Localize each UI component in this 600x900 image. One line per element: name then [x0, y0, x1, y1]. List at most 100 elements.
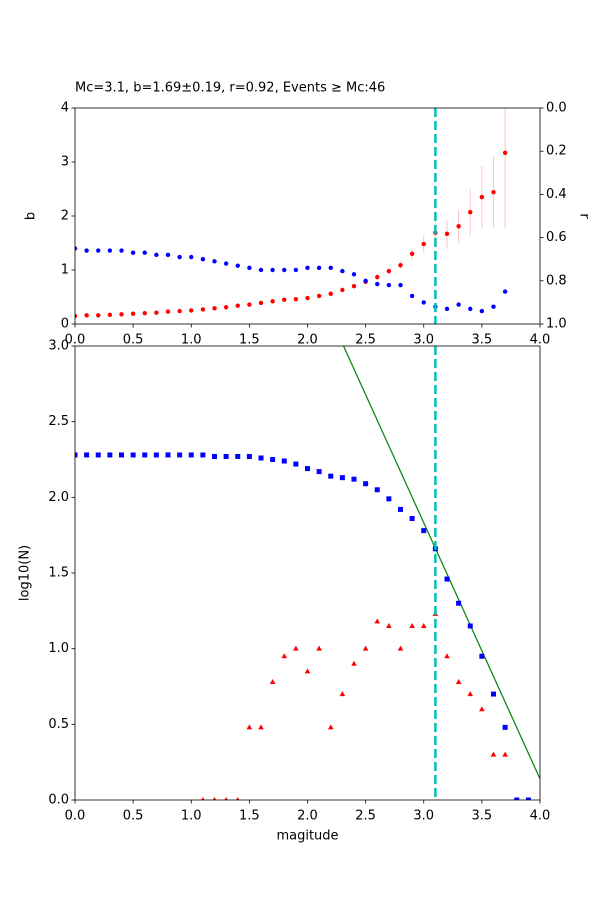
point — [270, 299, 275, 304]
y-tick-label: 0.0 — [48, 793, 69, 808]
point — [351, 284, 357, 289]
point — [455, 678, 462, 684]
point — [258, 724, 264, 730]
point — [75, 313, 78, 319]
point — [246, 724, 253, 730]
point — [200, 307, 206, 312]
point — [223, 261, 229, 266]
y2-tick-label: 0.4 — [546, 187, 567, 202]
point — [107, 312, 113, 318]
point — [189, 308, 194, 313]
point — [282, 297, 287, 302]
chart-title: Mc=3.1, b=1.69±0.19, r=0.92, Events ≥ Mc… — [75, 81, 385, 96]
point — [491, 691, 496, 697]
point — [397, 645, 404, 651]
point — [212, 306, 217, 311]
point — [316, 645, 322, 651]
point — [409, 516, 415, 522]
point — [235, 263, 240, 268]
point — [456, 224, 461, 229]
point — [316, 265, 322, 271]
point — [212, 797, 217, 800]
y-axis-label: log10(N) — [18, 545, 33, 601]
axes-frame — [74, 345, 541, 801]
point — [235, 303, 240, 308]
point — [468, 306, 473, 312]
point — [479, 308, 485, 314]
point — [119, 248, 124, 253]
point — [421, 241, 426, 247]
point — [362, 645, 369, 651]
point — [444, 576, 450, 582]
x-axis-label: magitude — [276, 829, 338, 844]
point — [339, 691, 346, 697]
point — [502, 751, 508, 757]
x-tick-label: 1.5 — [239, 809, 260, 824]
point — [258, 267, 264, 273]
point — [421, 528, 427, 534]
point — [270, 267, 275, 273]
x-tick-label: 3.0 — [413, 333, 434, 348]
point — [84, 248, 89, 253]
point — [177, 308, 182, 314]
point — [328, 473, 334, 479]
y2-tick-label: 1.0 — [546, 317, 567, 332]
point — [212, 453, 217, 459]
x-tick-label: 2.0 — [297, 809, 318, 824]
x-tick-label: 2.5 — [355, 333, 376, 348]
point — [409, 293, 415, 299]
y-tick-label: 1.0 — [48, 641, 69, 656]
point — [247, 265, 252, 271]
y-axis-label: b — [24, 212, 39, 220]
point — [386, 282, 392, 288]
point — [304, 668, 311, 674]
point — [84, 313, 89, 318]
point — [107, 248, 113, 253]
point — [142, 452, 148, 458]
point — [456, 600, 462, 606]
y-tick-label: 1 — [61, 263, 69, 278]
point — [374, 487, 380, 493]
y-tick-label: 2.0 — [48, 490, 69, 505]
point — [95, 452, 101, 458]
point — [223, 305, 229, 310]
point — [398, 282, 403, 288]
point — [444, 231, 450, 237]
point — [153, 452, 159, 458]
plot-content — [75, 108, 508, 324]
point — [154, 252, 159, 258]
point — [305, 265, 310, 271]
fit-line — [342, 346, 540, 780]
point — [514, 797, 520, 800]
x-tick-label: 3.5 — [472, 333, 493, 348]
point — [142, 311, 147, 316]
point — [281, 653, 288, 659]
plot-area — [75, 346, 540, 800]
point — [165, 452, 171, 458]
point — [154, 310, 159, 315]
point — [479, 706, 485, 712]
point — [386, 622, 392, 628]
point — [479, 653, 485, 659]
point — [130, 250, 136, 255]
point — [444, 306, 450, 312]
point — [468, 210, 473, 215]
point — [107, 452, 113, 458]
point — [340, 268, 345, 274]
point — [177, 452, 183, 458]
point — [201, 797, 205, 800]
point — [84, 452, 90, 458]
point — [444, 653, 450, 659]
point — [398, 262, 403, 268]
point — [177, 254, 182, 260]
y2-axis-label: r — [577, 213, 592, 219]
point — [479, 194, 485, 200]
point — [142, 250, 147, 255]
point — [351, 660, 357, 666]
point — [398, 506, 403, 512]
x-tick-label: 4.0 — [530, 333, 551, 348]
point — [491, 304, 496, 309]
point — [75, 246, 78, 251]
